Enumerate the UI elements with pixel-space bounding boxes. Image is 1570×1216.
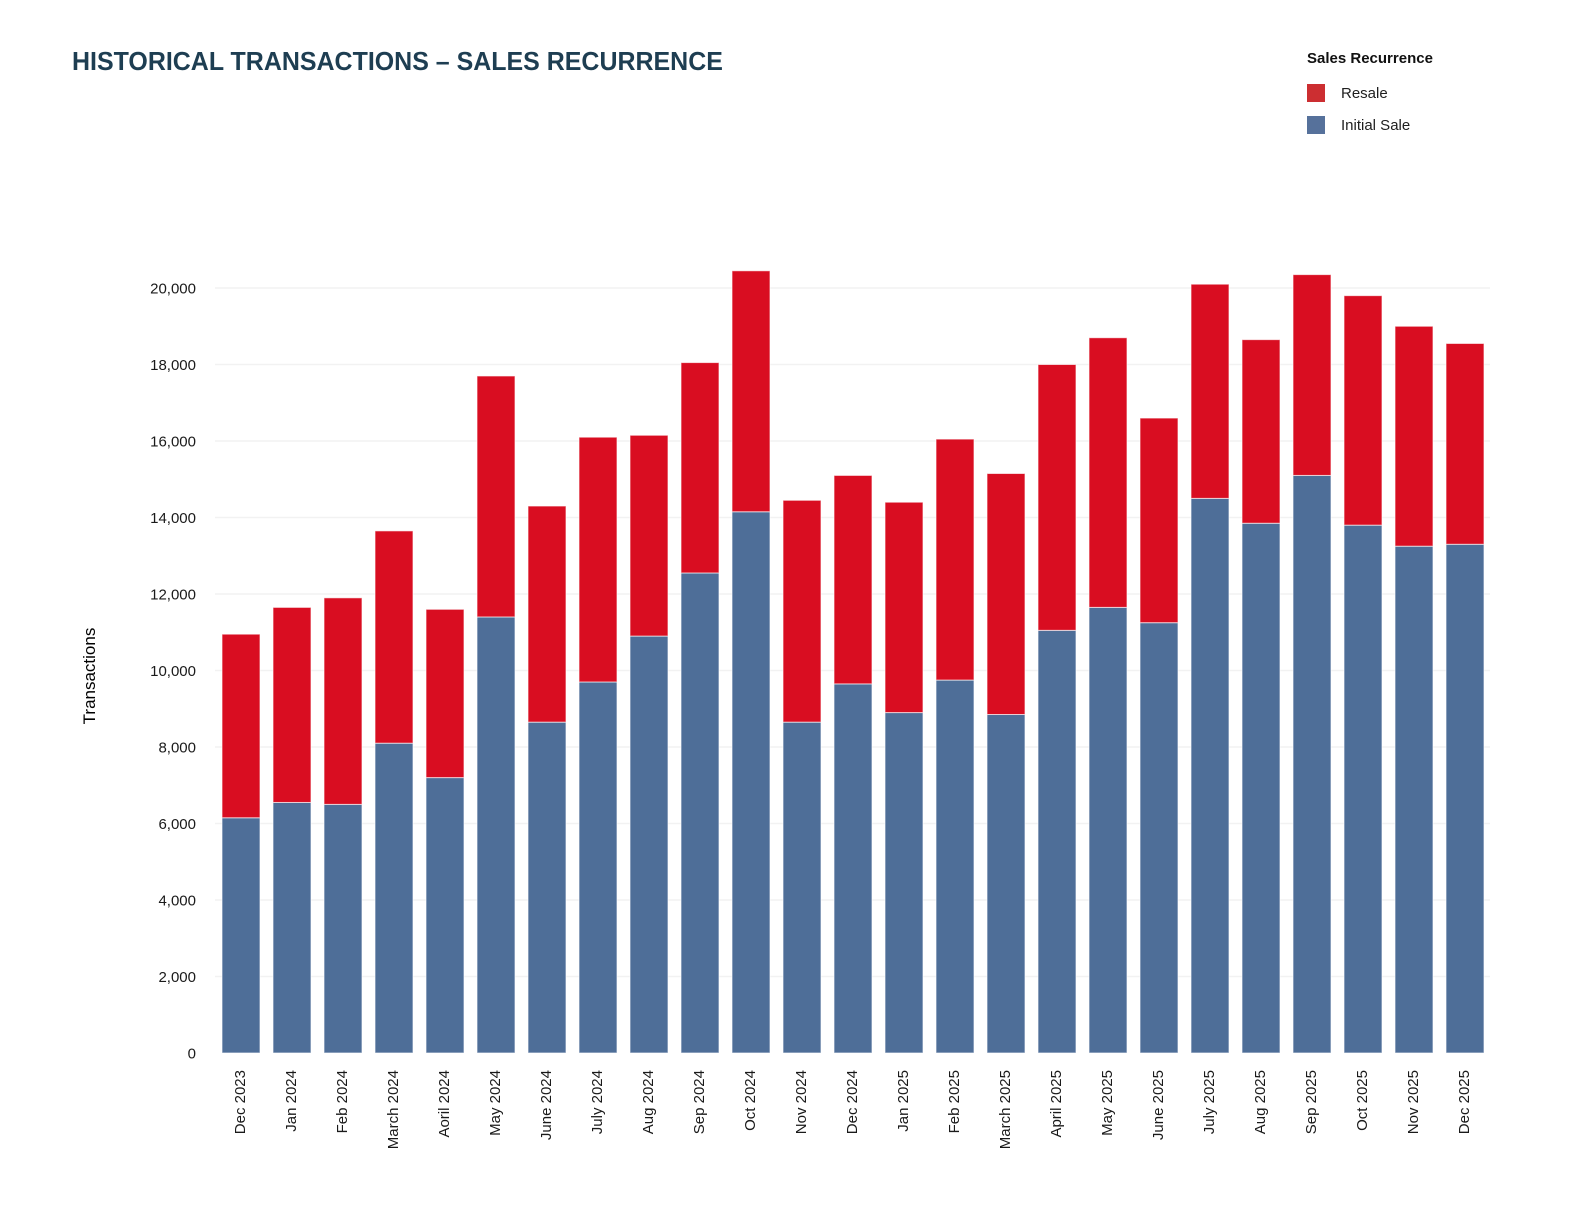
y-tick-label: 8,000 — [158, 740, 196, 757]
x-tick-label: Dec 2025 — [1456, 1070, 1473, 1135]
bar-segment-resale[interactable] — [629, 434, 669, 637]
x-tick-label: Aoril 2024 — [436, 1070, 453, 1138]
legend: Sales Recurrence Resale Initial Sale — [1307, 50, 1433, 148]
bar-segment-resale[interactable] — [731, 270, 771, 513]
x-tick-label: July 2025 — [1201, 1070, 1218, 1135]
bar-segment-resale[interactable] — [425, 608, 465, 779]
legend-item-label: Resale — [1341, 84, 1388, 102]
bar-segment-initial-sale[interactable] — [629, 635, 669, 1054]
bar-segment-initial-sale[interactable] — [884, 712, 924, 1054]
bar-segment-resale[interactable] — [323, 597, 363, 805]
bar-segment-initial-sale[interactable] — [833, 683, 873, 1054]
bar-segment-initial-sale[interactable] — [527, 721, 567, 1054]
x-tick-label: Nov 2024 — [793, 1070, 810, 1135]
bar-segment-initial-sale[interactable] — [578, 681, 618, 1054]
x-tick-label: July 2024 — [589, 1070, 606, 1135]
initial-sale-swatch-icon — [1307, 116, 1325, 134]
bar-segment-initial-sale[interactable] — [1445, 543, 1485, 1054]
bar-segment-resale[interactable] — [1445, 342, 1485, 545]
bar-segment-resale[interactable] — [782, 499, 822, 723]
bar-segment-initial-sale[interactable] — [323, 803, 363, 1054]
bar-segment-initial-sale[interactable] — [1190, 497, 1230, 1054]
y-tick-label: 14,000 — [150, 510, 196, 527]
bar-segment-resale[interactable] — [1292, 274, 1332, 476]
y-tick-label: 6,000 — [158, 816, 196, 833]
bar-segment-resale[interactable] — [680, 362, 720, 574]
x-tick-label: Feb 2024 — [334, 1070, 351, 1134]
y-tick-label: 20,000 — [150, 281, 196, 298]
x-tick-label: Jan 2024 — [283, 1070, 300, 1132]
bar-segment-resale[interactable] — [1190, 283, 1230, 499]
legend-title: Sales Recurrence — [1307, 50, 1433, 67]
bar-segment-initial-sale[interactable] — [1241, 522, 1281, 1054]
y-tick-label: 0 — [188, 1046, 196, 1063]
x-tick-label: Sep 2025 — [1303, 1070, 1320, 1135]
chart-title: HISTORICAL TRANSACTIONS – SALES RECURREN… — [72, 46, 723, 76]
bar-segment-initial-sale[interactable] — [272, 801, 312, 1054]
bar-segment-initial-sale[interactable] — [986, 713, 1026, 1054]
x-tick-label: May 2024 — [487, 1070, 504, 1136]
bar-segment-resale[interactable] — [986, 473, 1026, 715]
x-tick-label: Sep 2024 — [691, 1070, 708, 1135]
bar-segment-resale[interactable] — [1139, 417, 1179, 624]
x-tick-label: March 2025 — [997, 1070, 1014, 1150]
bar-segment-initial-sale[interactable] — [731, 511, 771, 1054]
bar-segment-resale[interactable] — [1037, 364, 1077, 631]
resale-swatch-icon — [1307, 84, 1325, 102]
bar-segment-resale[interactable] — [578, 436, 618, 683]
bar-segment-initial-sale[interactable] — [1394, 545, 1434, 1054]
bar-segment-initial-sale[interactable] — [374, 742, 414, 1054]
bar-segment-resale[interactable] — [527, 505, 567, 723]
bar-segment-resale[interactable] — [1343, 295, 1383, 526]
legend-item-resale[interactable]: Resale — [1307, 84, 1433, 102]
x-tick-label: Dec 2024 — [844, 1070, 861, 1135]
bar-segment-initial-sale[interactable] — [221, 817, 261, 1054]
bar-segment-resale[interactable] — [374, 530, 414, 744]
y-tick-label: 16,000 — [150, 434, 196, 451]
bar-segment-resale[interactable] — [1088, 337, 1128, 608]
bar-segment-initial-sale[interactable] — [1088, 606, 1128, 1054]
x-tick-label: Oct 2025 — [1354, 1070, 1371, 1131]
y-tick-label: 4,000 — [158, 893, 196, 910]
x-tick-label: Dec 2023 — [232, 1070, 249, 1135]
x-tick-label: June 2024 — [538, 1070, 555, 1141]
bar-segment-initial-sale[interactable] — [425, 777, 465, 1054]
bar-segment-initial-sale[interactable] — [1139, 622, 1179, 1054]
bar-segment-initial-sale[interactable] — [476, 616, 516, 1054]
bar-segment-initial-sale[interactable] — [1037, 629, 1077, 1054]
legend-item-label: Initial Sale — [1341, 116, 1411, 134]
bar-segment-initial-sale[interactable] — [1292, 474, 1332, 1054]
bar-segment-resale[interactable] — [1241, 339, 1281, 524]
x-tick-label: Feb 2025 — [946, 1070, 963, 1134]
bar-segment-initial-sale[interactable] — [680, 572, 720, 1054]
x-tick-label: Aug 2025 — [1252, 1070, 1269, 1135]
x-tick-label: June 2025 — [1150, 1070, 1167, 1141]
x-tick-label: March 2024 — [385, 1070, 402, 1150]
bar-segment-resale[interactable] — [833, 474, 873, 685]
x-tick-label: Nov 2025 — [1405, 1070, 1422, 1135]
y-tick-label: 18,000 — [150, 357, 196, 374]
bar-segment-resale[interactable] — [476, 375, 516, 618]
x-tick-label: Jan 2025 — [895, 1070, 912, 1132]
y-tick-label: 12,000 — [150, 587, 196, 604]
bar-segment-resale[interactable] — [935, 438, 975, 681]
bar-segment-initial-sale[interactable] — [1343, 524, 1383, 1054]
bar-segment-initial-sale[interactable] — [935, 679, 975, 1054]
bar-segment-resale[interactable] — [1394, 325, 1434, 547]
bar-segment-resale[interactable] — [221, 633, 261, 819]
bar-segment-initial-sale[interactable] — [782, 721, 822, 1054]
legend-item-initial-sale[interactable]: Initial Sale — [1307, 116, 1433, 134]
y-tick-label: 2,000 — [158, 969, 196, 986]
y-tick-label: 10,000 — [150, 663, 196, 680]
bar-segment-resale[interactable] — [884, 501, 924, 714]
bar-segment-resale[interactable] — [272, 606, 312, 803]
x-tick-label: Aug 2024 — [640, 1070, 657, 1135]
x-tick-label: Oct 2024 — [742, 1070, 759, 1131]
x-tick-label: April 2025 — [1048, 1070, 1065, 1138]
x-tick-label: May 2025 — [1099, 1070, 1116, 1136]
